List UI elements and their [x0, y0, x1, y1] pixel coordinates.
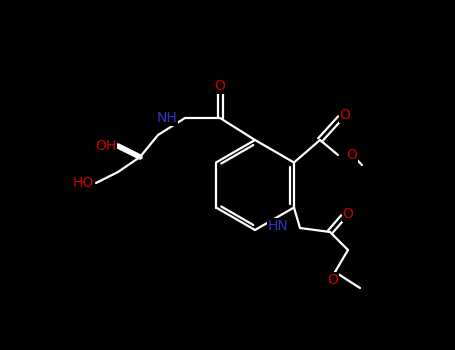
Text: HN: HN	[267, 219, 288, 233]
Text: O: O	[346, 148, 357, 162]
Text: O: O	[339, 108, 350, 122]
Text: NH: NH	[156, 111, 177, 125]
Text: O: O	[328, 273, 339, 287]
Text: O: O	[215, 79, 225, 93]
Text: HO: HO	[73, 176, 94, 190]
Text: OH: OH	[95, 139, 116, 153]
Text: O: O	[343, 207, 354, 221]
